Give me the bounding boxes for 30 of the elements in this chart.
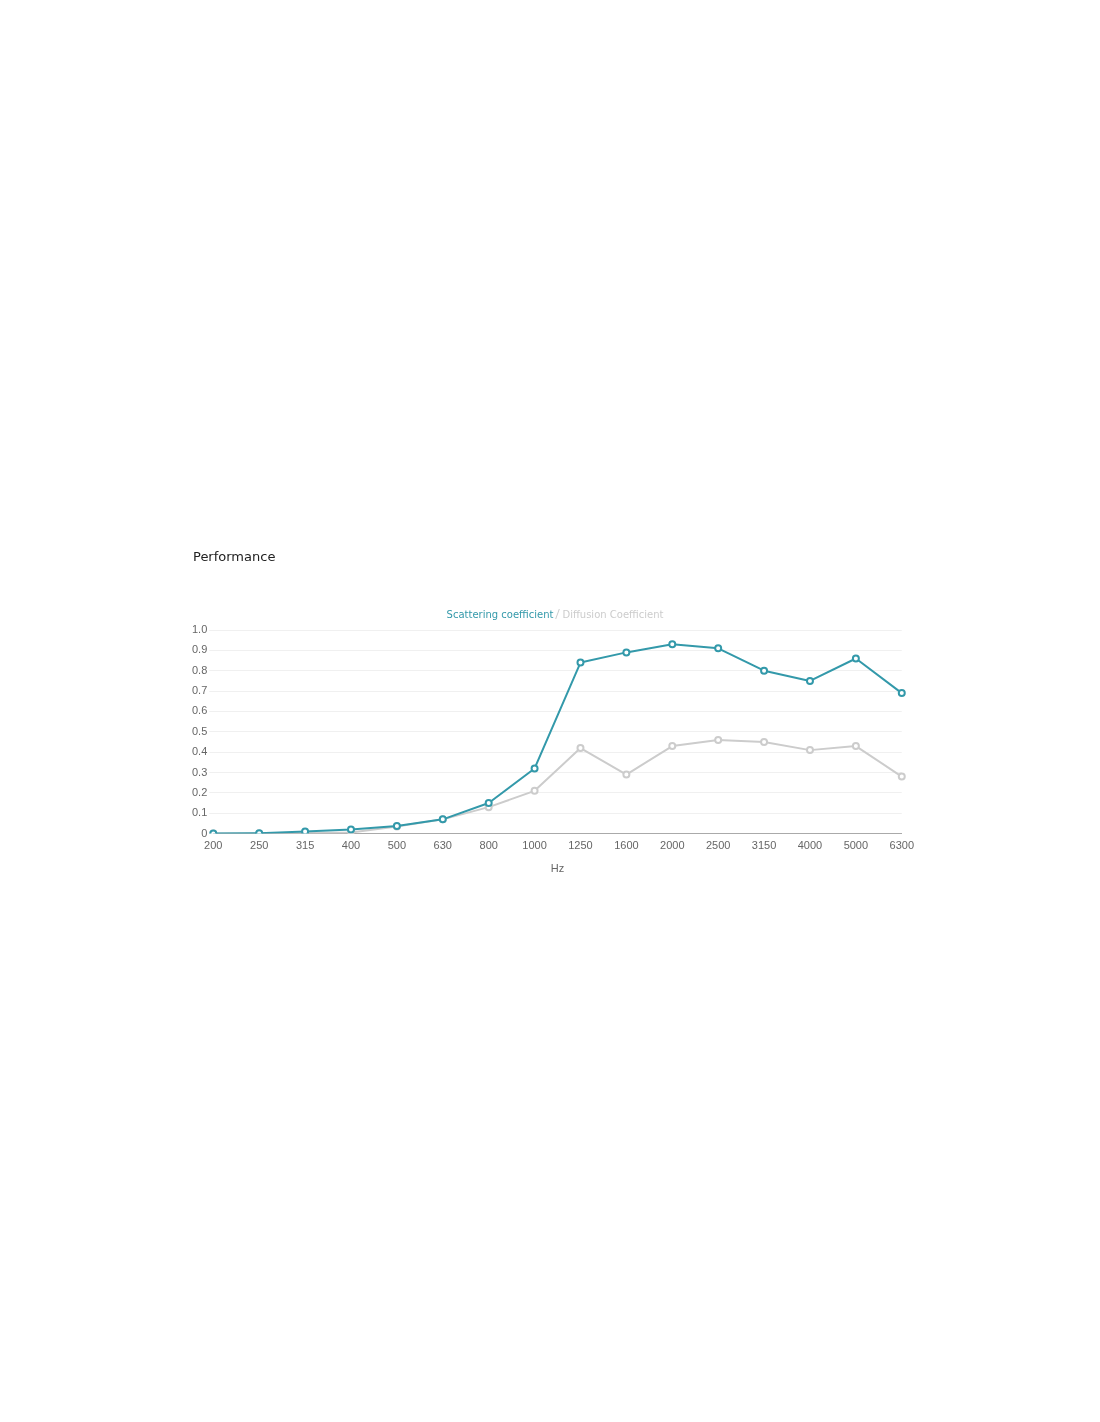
y-tick-label: 0: [201, 826, 208, 839]
x-tick-label: 400: [341, 839, 361, 852]
chart-title: Performance: [193, 549, 276, 564]
x-tick-label: 1250: [568, 839, 593, 852]
x-tick-label: 2000: [660, 839, 685, 852]
y-tick-label: 0.9: [191, 643, 208, 656]
y-tick-label: 0.1: [191, 806, 208, 819]
x-tick-label: 200: [204, 839, 223, 852]
y-tick-label: 0.2: [191, 785, 208, 798]
x-tick-label: 1000: [522, 839, 547, 852]
y-tick-label: 0.4: [191, 745, 208, 758]
x-tick-label: 3150: [751, 839, 777, 852]
x-tick-label: 315: [295, 839, 315, 852]
y-tick-label: 0.5: [191, 724, 208, 737]
x-axis-title: Hz: [550, 862, 565, 875]
x-tick-label: 6300: [889, 839, 915, 852]
x-tick-label: 800: [479, 839, 498, 852]
x-tick-label: 250: [250, 839, 269, 852]
y-tick-label: 0.7: [191, 684, 208, 697]
text: Scattering coefficient: [446, 609, 554, 620]
x-tick-label: 2500: [705, 839, 731, 852]
x-tick-label: 630: [433, 839, 452, 852]
x-tick-label: 500: [387, 839, 407, 852]
x-tick-label: 5000: [843, 839, 869, 852]
y-tick-label: 1.0: [191, 623, 208, 636]
x-tick-label: 1600: [614, 839, 639, 852]
y-tick-label: 0.6: [191, 704, 208, 717]
x-tick-label: 4000: [797, 839, 823, 852]
y-tick-label: 0.8: [191, 663, 208, 676]
y-tick-label: 0.3: [191, 765, 208, 778]
